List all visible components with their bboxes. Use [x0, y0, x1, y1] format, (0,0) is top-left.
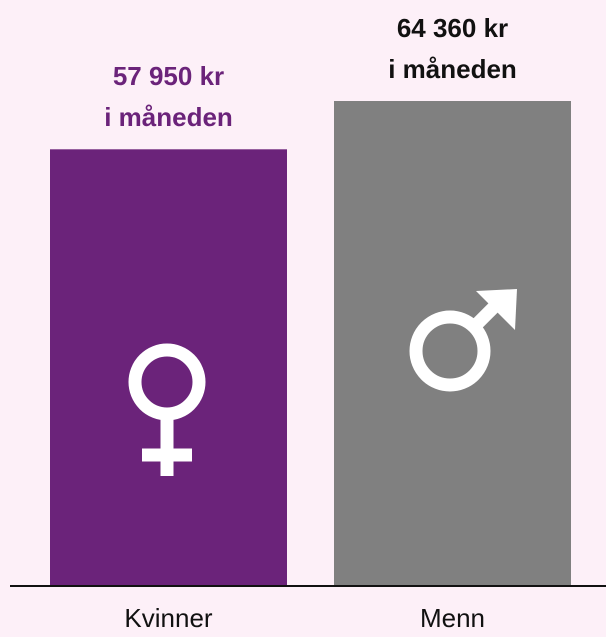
value-label: 57 950 kr [113, 61, 224, 91]
value-label-suffix: i måneden [104, 102, 233, 132]
value-label: 64 360 kr [397, 13, 508, 43]
x-tick-label: Menn [420, 603, 485, 633]
bar [334, 101, 571, 586]
female-symbol [128, 343, 206, 476]
marks [50, 101, 571, 586]
x-tick-label: Kvinner [124, 603, 212, 633]
male-symbol [409, 289, 517, 392]
value-label-suffix: i måneden [388, 54, 517, 84]
bar [50, 149, 287, 586]
